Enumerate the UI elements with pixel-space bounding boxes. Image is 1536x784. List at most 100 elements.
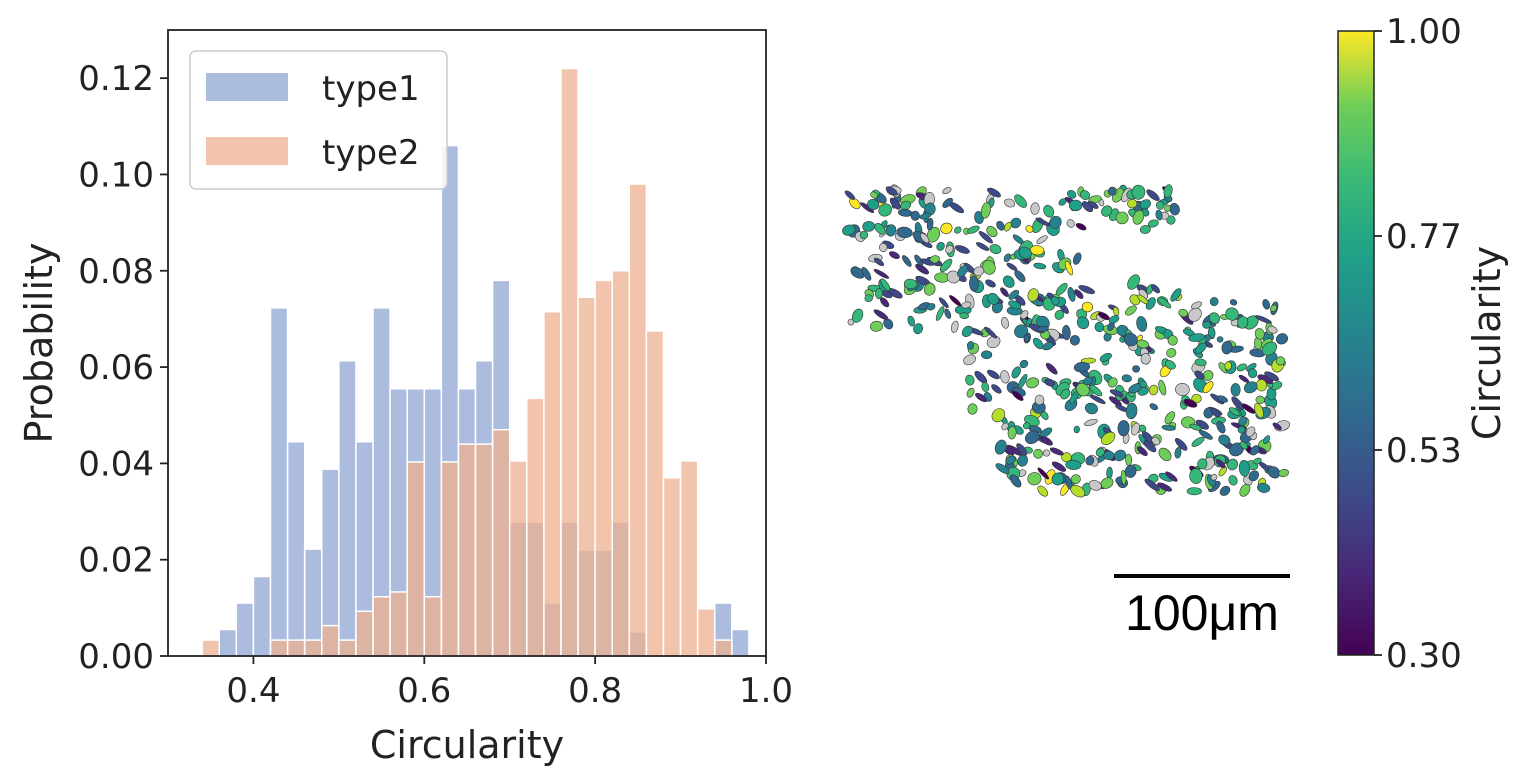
cell-shape [969,275,979,292]
cell-shape [1037,467,1050,480]
type2-bar [645,330,665,657]
cell-shape [1064,260,1074,276]
scale-bar-line [1114,574,1290,578]
cell-shape [1178,308,1189,318]
cell-shape [1188,307,1202,322]
cell-shape [1276,333,1288,345]
cell-shape [1107,377,1118,388]
cell-shape [1202,370,1214,381]
type1-bar [218,628,238,657]
cell-shape [885,224,897,237]
cell-shape [1120,470,1127,485]
cell-shape [1125,305,1137,316]
cell-shape [1011,366,1021,379]
cell-shape [926,218,934,231]
cell-shape [1117,420,1130,437]
cell-shape [1148,384,1159,396]
cell-shape [1219,485,1231,496]
cell-shape [1067,189,1077,199]
cell-shape [986,225,998,238]
cell-shape [1249,445,1260,456]
cell-shape [1174,447,1182,459]
cell-shape [942,187,952,195]
cell-shape [1070,474,1081,485]
cell-shape [1216,421,1226,434]
cell-shape [910,210,920,221]
legend-swatch-type2 [206,137,288,165]
cell-shape [1037,485,1049,497]
x-tick-label: 0.4 [226,671,280,711]
cell-shape [1202,381,1214,394]
scale-bar-label: 100μm [1125,585,1279,641]
cell-shape [1132,365,1140,373]
cell-shape [1254,328,1265,340]
cell-shape [1001,422,1009,431]
cell-shape [963,354,976,366]
type2-bar [508,460,528,657]
cell-shape [981,382,990,392]
type1-bar [235,602,255,657]
cell-shape [1054,310,1065,320]
cell-shape [1239,441,1248,450]
cell-shape [1076,316,1090,330]
type2-bar [526,397,545,657]
cell-shape [1000,287,1009,297]
cell-shape [873,309,889,320]
cell-shape [1065,459,1082,470]
cell-map [842,184,1291,498]
cell-shape [967,225,980,234]
cell-shape [1158,379,1167,396]
cell-shape [1020,310,1029,320]
y-tick-label: 0.12 [78,59,154,99]
colorbar-tick-label: 0.30 [1386,636,1462,676]
cell-shape [913,323,923,335]
colorbar-gradient [1337,30,1375,656]
type2-bar [303,639,323,657]
cell-shape [1042,449,1051,457]
cell-shape [944,308,952,319]
cell-shape [995,463,1010,474]
cell-shape [1022,422,1031,430]
cell-shape [1209,297,1219,307]
type2-bar [696,608,716,657]
cell-shape [1183,398,1198,408]
cell-shape [926,303,936,311]
cell-shape [1194,370,1205,380]
type2-bar [491,428,511,657]
cell-shape [1029,245,1045,256]
x-tick-label: 0.8 [568,671,622,711]
cell-shape [1040,436,1053,446]
cell-shape [959,312,969,320]
cell-shape [1049,447,1064,456]
cell-shape [1155,209,1163,221]
cell-shape [949,295,962,307]
cell-shape [1051,472,1065,486]
legend-label-type2: type2 [322,133,420,173]
cell-shape [885,186,898,196]
cell-shape [1003,253,1012,263]
cell-shape [889,197,901,210]
cell-shape [1189,468,1203,484]
cell-shape [1229,299,1238,306]
cell-shape [1264,371,1280,382]
cell-shape [1014,194,1027,208]
colorbar-tick-label: 0.77 [1386,217,1462,257]
cell-shape [880,278,891,292]
cell-shape [920,232,930,244]
cell-shape [1236,363,1247,372]
cell-shape [878,203,892,217]
type2-bar [594,279,613,657]
cell-shape [1243,381,1258,394]
type2-bar [423,596,443,657]
cell-shape [978,230,993,244]
cell-shape [1267,325,1278,334]
cell-shape [1042,341,1054,351]
cell-shape [1210,408,1221,418]
cell-shape [1139,199,1151,210]
cell-shape [945,244,954,254]
cell-shape [981,350,993,360]
type2-bar [372,596,391,657]
type2-bar [406,461,426,657]
cell-shape [1044,378,1055,387]
type2-bar [713,639,733,657]
